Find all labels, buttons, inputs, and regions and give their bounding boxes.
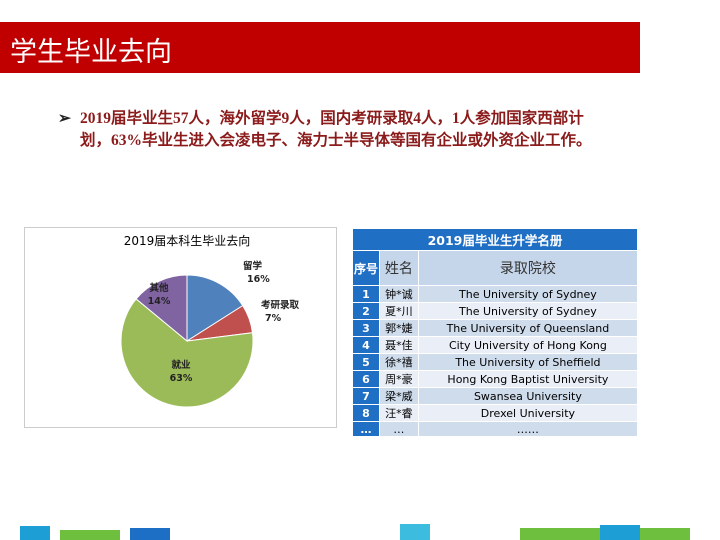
table-cell: 钟*诚 [379, 285, 419, 303]
table-cell: The University of Sydney [417, 285, 639, 303]
table-row: 5 徐*禧 The University of Sheffield [352, 353, 639, 371]
table-cell: Drexel University [417, 404, 639, 422]
table-row: 4 聂*佳 City University of Hong Kong [352, 336, 639, 354]
header-cell: 序号 [352, 250, 380, 286]
slice-label: 其他 [149, 282, 169, 294]
table-cell: … [379, 421, 419, 437]
table-cell: …… [417, 421, 639, 437]
table-row: ………… [352, 421, 639, 437]
table-title: 2019届毕业生升学名册 [352, 228, 638, 251]
chart-title: 2019届本科生毕业去向 [124, 233, 251, 248]
title-row: 2019届毕业生升学名册 [352, 228, 638, 251]
slide-title: 学生毕业去向 [10, 37, 172, 68]
table-cell: 郭*婕 [379, 319, 419, 337]
table-cell: Hong Kong Baptist University [417, 370, 639, 388]
pie-slice [120, 298, 254, 408]
table-row: 6 周*豪 Hong Kong Baptist University [352, 370, 639, 388]
table-cell: 夏*川 [379, 302, 419, 320]
table-cell: 周*豪 [379, 370, 419, 388]
table-cell: City University of Hong Kong [417, 336, 639, 354]
table-cell: 徐*禧 [379, 353, 419, 371]
bullet-text: 2019届毕业生57人，海外留学9人，国内考研录取4人，1人参加国家西部计划，6… [80, 110, 592, 149]
slice-label: 考研录取 [261, 299, 300, 311]
chart-box: 2019届本科生毕业去向 留学 16% 考研录取 7% 就业 63% 其他 14% [24, 227, 337, 428]
table-row: 3 郭*婕 The University of Queensland [352, 319, 639, 337]
table-row: 1 钟*诚 The University of Sydney [352, 285, 639, 303]
table-cell: 6 [352, 370, 380, 388]
header-cell: 姓名 [379, 250, 419, 286]
slice-label: 留学 [243, 260, 263, 272]
table-cell: 3 [352, 319, 380, 337]
table-cell: The University of Sydney [417, 302, 639, 320]
table-cell: 梁*威 [379, 387, 419, 405]
pie-chart: 2019届本科生毕业去向 留学 16% 考研录取 7% 就业 63% 其他 14% [120, 233, 300, 408]
table-cell: 2 [352, 302, 380, 320]
table-cell: 1 [352, 285, 380, 303]
slice-value-label: 16% [247, 274, 270, 285]
slice-value-label: 63% [170, 373, 193, 384]
pie-slice [135, 274, 188, 343]
table-cell: 5 [352, 353, 380, 371]
table-row: 2 夏*川 The University of Sydney [352, 302, 639, 320]
table-row: 8 汪*睿 Drexel University [352, 404, 639, 422]
table-cell: 聂*佳 [379, 336, 419, 354]
table-cell: 4 [352, 336, 380, 354]
header-cell: 录取院校 [417, 250, 639, 286]
table-cell: 7 [352, 387, 380, 405]
table-cell: Swansea University [417, 387, 639, 405]
footer-decoration [20, 524, 690, 540]
table: 2019届毕业生升学名册 序号 姓名 录取院校 1 钟*诚 The University o… [352, 228, 639, 437]
table-cell: 8 [352, 404, 380, 422]
table-cell: The University of Sheffield [417, 353, 639, 371]
bullet: ➢ 2019届毕业生57人，海外留学9人，国内考研录取4人，1人参加国家西部计划，… [58, 108, 603, 152]
table-cell: … [352, 421, 380, 437]
table-cell: The University of Queensland [417, 319, 639, 337]
slice-value-label: 14% [148, 296, 171, 307]
table-row: 7 梁*威 Swansea University [352, 387, 639, 405]
pie-slice [186, 274, 244, 342]
title-bar: 学生毕业去向 [0, 22, 640, 73]
slice-label: 就业 [171, 359, 191, 371]
header-row: 序号 姓名 录取院校 [352, 250, 639, 286]
bullet-mark: ➢ [58, 110, 71, 127]
slice-value-label: 7% [265, 313, 282, 324]
table-cell: 汪*睿 [379, 404, 419, 422]
